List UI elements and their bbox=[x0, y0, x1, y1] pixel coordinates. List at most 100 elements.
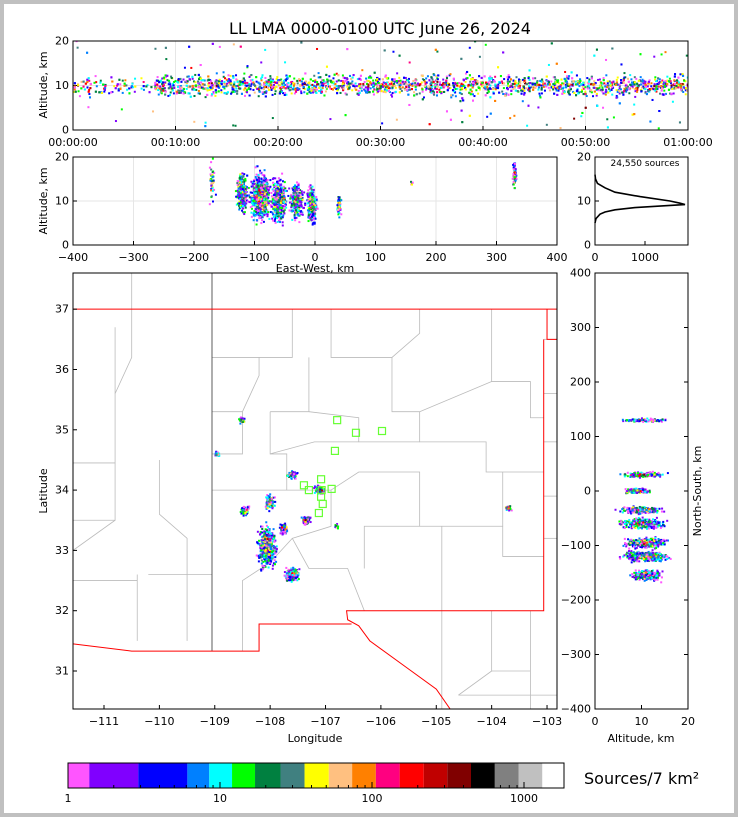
source-point bbox=[670, 84, 673, 87]
source-point bbox=[586, 77, 589, 80]
source-point bbox=[276, 193, 279, 196]
source-point bbox=[238, 208, 241, 211]
source-point bbox=[440, 92, 443, 95]
source-point bbox=[468, 74, 471, 77]
source-point bbox=[280, 88, 283, 91]
source-point bbox=[180, 80, 183, 83]
source-point bbox=[238, 177, 241, 180]
source-point bbox=[385, 89, 388, 92]
source-point bbox=[645, 93, 648, 96]
source-point bbox=[307, 199, 310, 202]
source-point bbox=[677, 82, 680, 85]
source-point bbox=[358, 77, 361, 80]
source-point bbox=[491, 87, 494, 90]
source-point bbox=[462, 78, 465, 81]
source-point bbox=[262, 182, 265, 185]
source-point bbox=[311, 199, 314, 202]
source-point bbox=[610, 88, 613, 91]
plot-layer: 00:00:00 00:10:00 00:20:00 00:30:00 00:40:00… bbox=[48, 35, 712, 806]
source-point bbox=[200, 79, 203, 82]
source-point bbox=[512, 79, 515, 82]
source-point bbox=[199, 64, 202, 67]
source-point bbox=[651, 98, 654, 101]
source-point bbox=[468, 114, 471, 117]
source-point bbox=[598, 86, 601, 89]
source-point bbox=[679, 73, 682, 76]
source-point bbox=[593, 86, 596, 89]
source-point bbox=[431, 90, 434, 93]
source-point bbox=[289, 85, 292, 88]
source-point bbox=[385, 84, 388, 87]
source-point bbox=[477, 92, 480, 95]
source-point bbox=[436, 78, 439, 81]
source-point bbox=[88, 79, 91, 82]
source-point bbox=[265, 178, 268, 181]
source-point bbox=[285, 189, 288, 192]
source-point bbox=[283, 198, 286, 201]
source-point bbox=[365, 77, 368, 80]
source-point bbox=[236, 182, 239, 185]
source-point bbox=[450, 96, 453, 99]
source-point bbox=[203, 83, 206, 86]
source-point bbox=[251, 198, 254, 201]
source-point bbox=[527, 104, 530, 107]
source-point bbox=[241, 190, 244, 193]
source-point bbox=[660, 81, 663, 84]
source-point bbox=[684, 89, 687, 92]
source-point bbox=[542, 85, 545, 88]
source-point bbox=[255, 177, 258, 180]
source-point bbox=[198, 84, 201, 87]
source-point bbox=[283, 212, 286, 215]
source-point bbox=[537, 88, 540, 91]
source-point bbox=[264, 177, 267, 180]
source-point bbox=[520, 92, 523, 95]
time-height-x-tick-label: 00:20:00 bbox=[253, 136, 302, 149]
source-point bbox=[243, 94, 246, 97]
source-point bbox=[660, 53, 663, 56]
source-point bbox=[461, 88, 464, 91]
source-point bbox=[392, 79, 395, 82]
source-point bbox=[175, 90, 178, 93]
source-point bbox=[421, 90, 424, 93]
source-point bbox=[274, 221, 277, 224]
source-point bbox=[468, 46, 471, 49]
source-point bbox=[395, 80, 398, 83]
source-point bbox=[227, 74, 230, 77]
source-point bbox=[660, 89, 663, 92]
source-point bbox=[291, 218, 294, 221]
source-point bbox=[325, 87, 328, 90]
source-point bbox=[279, 87, 282, 90]
source-point bbox=[267, 187, 270, 190]
source-point bbox=[186, 80, 189, 83]
source-point bbox=[602, 106, 605, 109]
source-point bbox=[492, 92, 495, 95]
source-point bbox=[355, 85, 358, 88]
source-point bbox=[644, 88, 647, 91]
source-point bbox=[264, 76, 267, 79]
source-point bbox=[421, 88, 424, 91]
source-point bbox=[243, 211, 246, 214]
source-point bbox=[587, 82, 590, 85]
source-point bbox=[261, 215, 264, 218]
source-point bbox=[550, 80, 553, 83]
source-point bbox=[298, 78, 301, 81]
source-point bbox=[593, 90, 596, 93]
source-point bbox=[436, 80, 439, 83]
source-point bbox=[316, 83, 319, 86]
source-point bbox=[272, 213, 275, 216]
source-point bbox=[410, 83, 413, 86]
source-point bbox=[117, 89, 120, 92]
source-point bbox=[367, 79, 370, 82]
source-point bbox=[288, 201, 291, 204]
source-point bbox=[309, 184, 312, 187]
source-point bbox=[158, 81, 161, 84]
source-point bbox=[634, 95, 637, 98]
source-point bbox=[517, 86, 520, 89]
source-point bbox=[325, 84, 328, 87]
source-point bbox=[297, 184, 300, 187]
source-point bbox=[278, 205, 281, 208]
source-point bbox=[167, 94, 170, 97]
source-point bbox=[477, 86, 480, 89]
source-point bbox=[293, 202, 296, 205]
source-point bbox=[310, 210, 313, 213]
